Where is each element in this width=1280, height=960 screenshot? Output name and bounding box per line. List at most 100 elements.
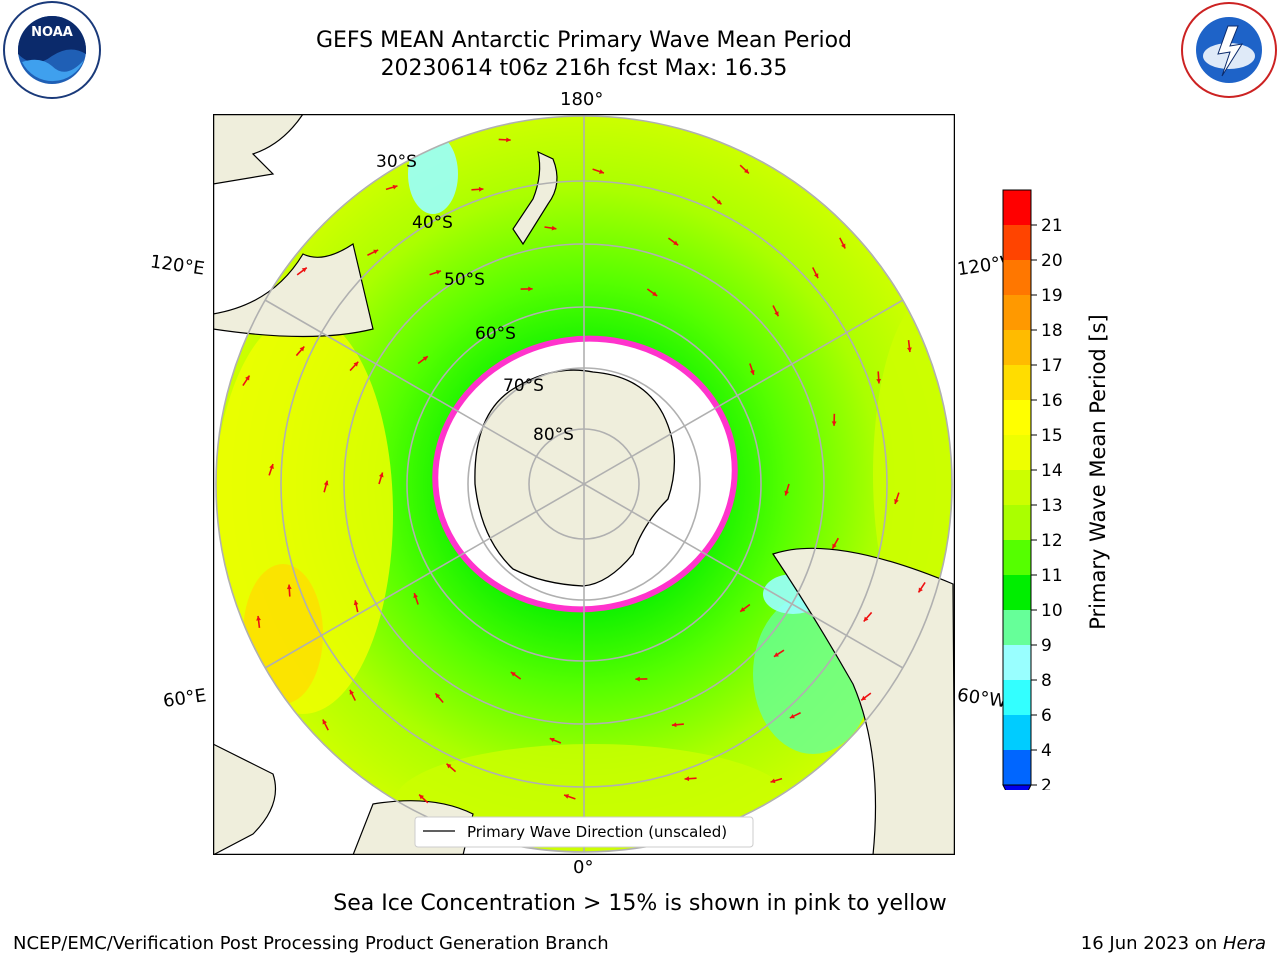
colorbar-segment [1003,610,1031,645]
wave-arrow-head [413,593,418,599]
lon-label-lower-left: 60°E [161,685,208,712]
colorbar-segment [1003,365,1031,400]
wave-arrow-head [740,607,746,612]
colorbar-tick-label: 6 [1041,706,1052,726]
wave-arrow-head [322,719,327,725]
wave-arrow-head [349,689,355,695]
wave-arrow-head [789,713,795,719]
wave-arrow-head [245,375,250,381]
wave-arrow-head [299,346,305,352]
wave-arrow-head [392,184,398,190]
colorbar-segment [1003,225,1031,260]
colorbar-frame [1002,189,1032,786]
wave-arrow-head [419,794,424,800]
map-frame [212,113,956,856]
colorbar-segment [1003,680,1031,715]
wave-arrow-head [841,243,846,249]
colorbar-tick-label: 17 [1041,356,1063,376]
wave-arrow-head [256,615,261,621]
colorbar-tick-label: 11 [1041,566,1063,586]
lat-label-60s: 60°S [475,324,516,344]
colorbar-segment [1003,645,1031,680]
land-new-zealand [512,150,558,246]
wave-arrow-head [549,737,555,743]
colorbar-tick-label: 8 [1041,671,1052,691]
colorbar-segment [1003,750,1031,785]
wave-arrow-head [323,480,329,486]
wave-arrow-head [918,587,923,593]
colorbar-segment [1003,190,1031,225]
colorbar-tick-label: 4 [1041,741,1052,761]
wave-arrow-head [652,291,658,296]
sea-ice-note: Sea Ice Concentration > 15% is shown in … [333,891,947,916]
wave-arrow-head [684,776,690,782]
colorbar-segment [1003,330,1031,365]
svg-text:NOAA: NOAA [31,25,73,40]
wave-arrow-head [478,186,484,192]
land-madagascar-corner [212,113,305,185]
wave-arrow-head [564,794,569,799]
lat-label-40s: 40°S [412,213,453,233]
wave-arrow-head [750,369,755,375]
polar-map: Primary Wave Direction (unscaled) [212,113,956,856]
graticule [215,115,953,853]
wave-arrow-head [599,169,604,174]
colorbar-under-extension [1002,784,1032,815]
wave-arrow-head [446,763,452,769]
wave-arrow-head [770,778,776,784]
wave-arrow-head [876,378,882,384]
title-line2: 20230614 t06z 216h fcst Max: 16.35 [380,56,788,81]
lat-label-80s: 80°S [533,425,574,445]
legend-label: Primary Wave Direction (unscaled) [467,823,727,841]
colorbar-tick-label: 9 [1041,636,1052,656]
wave-arrow-head [894,499,899,504]
map-legend: Primary Wave Direction (unscaled) [414,816,754,848]
wave-arrow-head [378,472,384,478]
lon-label-top: 180° [560,89,604,110]
wave-arrow-head [510,672,516,677]
wave-arrow-head [863,616,869,622]
wave-arrow-head [353,361,359,367]
wave-arrow-head [506,137,511,143]
colorbar-segment [1003,715,1031,750]
wave-arrow-head [671,722,677,728]
noaa-logo: NOAA [0,0,106,102]
colorbar-tick-label: 16 [1041,391,1063,411]
colorbar-tick-label: 13 [1041,496,1063,516]
wave-arrow-head [373,249,379,255]
colorbar-segment [1003,435,1031,470]
wave-arrow-head [551,225,557,231]
colorbar-segment [1003,260,1031,295]
colorbar-segment [1003,400,1031,435]
colorbar-tick-label: 21 [1041,216,1063,236]
colorbar-segment [1003,540,1031,575]
footer-date: 16 Jun 2023 on Hera [1081,933,1266,954]
lat-label-30s: 30°S [376,152,417,172]
footer-machine: Hera [1222,933,1266,954]
wave-arrow-head [286,584,292,590]
wave-arrow-head [301,267,307,273]
wave-arrow-head [831,421,837,426]
wave-arrow-head [422,356,428,361]
wave-arrow-head [861,695,867,701]
wave-direction-arrows [242,137,926,804]
footer-branch: NCEP/EMC/Verification Post Processing Pr… [13,933,609,954]
nws-logo [1178,0,1280,100]
colorbar-label: Primary Wave Mean Period [s] [1086,314,1110,630]
wave-arrow-head [353,600,359,606]
colorbar-segment [1003,470,1031,505]
wave-arrow-head [744,168,749,174]
colorbar-tick-label: 10 [1041,601,1063,621]
colorbar-tick-label: 18 [1041,321,1063,341]
wave-arrow-head [773,652,779,657]
wave-arrow-head [435,693,441,699]
colorbar-tick-label: 15 [1041,426,1063,446]
wave-arrow-head [269,464,274,469]
wave-arrow-head [528,286,533,292]
wave-arrow-head [716,199,722,205]
wave-arrow-head [832,543,837,549]
wave-arrow-head [784,490,790,496]
colorbar-tick-label: 20 [1041,251,1063,271]
footer-date-text: 16 Jun 2023 on [1080,933,1223,954]
colorbar-segment [1003,575,1031,610]
